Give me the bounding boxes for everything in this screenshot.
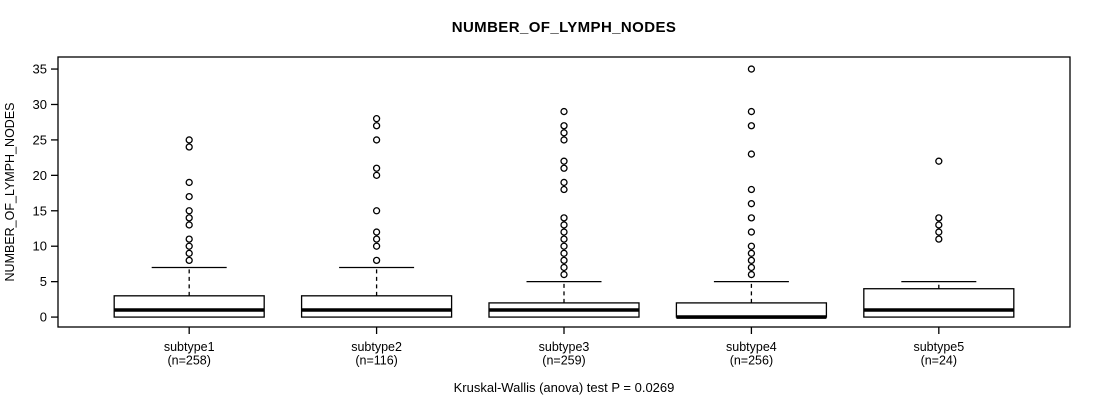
x-tick-label: subtype4 bbox=[726, 340, 777, 354]
outlier-point bbox=[372, 256, 381, 265]
outlier-point bbox=[560, 157, 568, 165]
outlier-point bbox=[747, 228, 756, 236]
outlier-point bbox=[560, 164, 568, 172]
iqr-box bbox=[863, 288, 1015, 318]
outlier-point bbox=[372, 235, 381, 243]
outlier-point bbox=[372, 115, 381, 123]
y-tick-label: 15 bbox=[33, 203, 47, 218]
outlier-point bbox=[560, 235, 568, 243]
outlier-point bbox=[560, 228, 568, 236]
outlier-point bbox=[935, 214, 943, 222]
y-axis-label: NUMBER_OF_LYMPH_NODES bbox=[3, 103, 17, 282]
outlier-point bbox=[560, 221, 568, 229]
outlier-point bbox=[747, 242, 756, 250]
outlier-point bbox=[185, 242, 193, 250]
boxplot-group-subtype1: subtype1(n=258) bbox=[113, 136, 265, 368]
y-tick-label: 25 bbox=[33, 132, 47, 147]
outlier-point bbox=[185, 143, 193, 151]
stat-test-caption: Kruskal-Wallis (anova) test P = 0.0269 bbox=[453, 380, 675, 395]
outlier-point bbox=[747, 107, 756, 116]
outlier-point bbox=[372, 136, 381, 144]
outlier-point bbox=[560, 256, 568, 265]
outlier-point bbox=[372, 164, 381, 172]
outlier-point bbox=[560, 129, 568, 137]
outlier-point bbox=[935, 228, 943, 236]
x-tick-sublabel: (n=116) bbox=[355, 354, 398, 368]
y-tick-label: 20 bbox=[33, 168, 47, 183]
boxplot-group-subtype2: subtype2(n=116) bbox=[300, 115, 453, 368]
outlier-point bbox=[747, 185, 756, 194]
outlier-point bbox=[560, 270, 568, 279]
outlier-point bbox=[560, 178, 568, 187]
outlier-point bbox=[560, 185, 568, 194]
outlier-point bbox=[560, 263, 568, 272]
outlier-point bbox=[185, 178, 193, 187]
iqr-box bbox=[300, 295, 453, 318]
y-tick-label: 0 bbox=[40, 310, 47, 325]
outlier-point bbox=[185, 235, 193, 243]
outlier-point bbox=[935, 221, 943, 229]
x-tick-label: subtype5 bbox=[913, 340, 964, 354]
outlier-point bbox=[747, 270, 756, 279]
outlier-point bbox=[747, 256, 756, 265]
outlier-point bbox=[747, 150, 756, 158]
outlier-point bbox=[185, 249, 193, 257]
outlier-point bbox=[747, 214, 756, 222]
x-tick-sublabel: (n=259) bbox=[542, 354, 585, 368]
outlier-point bbox=[747, 249, 756, 257]
outlier-point bbox=[372, 228, 381, 236]
outlier-point bbox=[747, 263, 756, 272]
y-tick-label: 30 bbox=[33, 97, 47, 112]
outlier-point bbox=[185, 256, 193, 265]
y-tick-label: 5 bbox=[40, 274, 47, 289]
chart-title: NUMBER_OF_LYMPH_NODES bbox=[451, 19, 677, 36]
outlier-point bbox=[185, 221, 193, 229]
iqr-box bbox=[675, 302, 828, 318]
x-tick-sublabel: (n=258) bbox=[167, 354, 210, 368]
outlier-point bbox=[747, 122, 756, 130]
outlier-point bbox=[372, 122, 381, 130]
outlier-point bbox=[185, 207, 193, 215]
iqr-box bbox=[113, 295, 265, 318]
outlier-point bbox=[560, 122, 568, 130]
x-tick-sublabel: (n=24) bbox=[921, 354, 957, 368]
x-tick-label: subtype3 bbox=[539, 340, 590, 354]
outlier-point bbox=[935, 235, 943, 243]
outlier-point bbox=[185, 192, 193, 201]
y-tick-label: 35 bbox=[33, 62, 47, 77]
outlier-point bbox=[935, 157, 943, 165]
boxplot-group-subtype5: subtype5(n=24) bbox=[863, 157, 1015, 368]
outlier-point bbox=[747, 65, 756, 73]
outlier-point bbox=[372, 207, 381, 215]
outlier-point bbox=[560, 242, 568, 250]
boxplot-group-subtype4: subtype4(n=256) bbox=[675, 65, 828, 368]
x-tick-label: subtype1 bbox=[164, 340, 215, 354]
outlier-point bbox=[560, 249, 568, 257]
outlier-point bbox=[560, 107, 568, 116]
x-tick-label: subtype2 bbox=[351, 340, 402, 354]
x-tick-sublabel: (n=256) bbox=[730, 354, 773, 368]
outlier-point bbox=[560, 136, 568, 144]
outlier-point bbox=[560, 214, 568, 222]
outlier-point bbox=[372, 242, 381, 250]
y-tick-label: 10 bbox=[33, 239, 47, 254]
boxplot-group-subtype3: subtype3(n=259) bbox=[488, 107, 640, 368]
outlier-point bbox=[185, 136, 193, 144]
outlier-point bbox=[185, 214, 193, 222]
outlier-point bbox=[372, 171, 381, 179]
outlier-point bbox=[747, 200, 756, 208]
